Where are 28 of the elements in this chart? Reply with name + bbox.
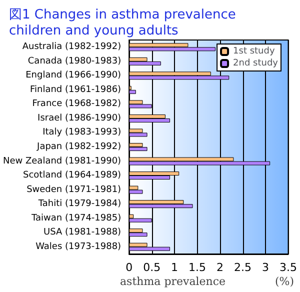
legend-label: 1st study (233, 46, 276, 56)
y-tick-label: Taiwan (1974-1985) (30, 213, 122, 224)
x-axis-title: asthma prevalence (120, 275, 226, 288)
x-tick-label: 3.5 (280, 261, 298, 274)
y-tick-label: USA (1981-1988) (44, 228, 122, 238)
y-tick-label: Japan (1982-1992) (36, 142, 122, 152)
x-tick-label: 1 (171, 261, 178, 274)
x-tick-label: 0 (126, 261, 133, 274)
x-tick-label: 1.5 (188, 261, 206, 274)
x-tick-label: 3 (262, 261, 270, 274)
y-tick-label: Wales (1973-1988) (36, 242, 122, 252)
legend-label: 2nd study (233, 58, 279, 68)
x-tick-label: 2 (216, 261, 224, 274)
y-tick-label: Tahiti (1979-1984) (37, 199, 122, 210)
y-tick-label: Finland (1961-1986) (30, 84, 122, 95)
y-tick-label: Italy (1983-1993) (42, 128, 122, 138)
text: (%) (274, 275, 294, 288)
y-tick-label: France (1968-1982) (32, 99, 122, 110)
chart-title: 図1 Changes in asthma prevalence children and young adults (9, 8, 240, 38)
y-tick-label: New Zealand (1981-1990) (2, 156, 122, 166)
y-tick-label: Sweden (1971-1981) (26, 184, 122, 195)
x-tick-label: 2.5 (234, 261, 252, 274)
y-tick-label: Canada (1980-1983) (28, 56, 122, 66)
y-tick-label: Israel (1986-1990) (38, 113, 122, 124)
y-tick-label: Australia (1982-1992) (22, 42, 122, 52)
y-tick-label: Scotland (1964-1989) (23, 170, 122, 181)
x-tick-label: 0.5 (143, 261, 161, 274)
y-tick-label: England (1966-1990) (26, 70, 122, 81)
